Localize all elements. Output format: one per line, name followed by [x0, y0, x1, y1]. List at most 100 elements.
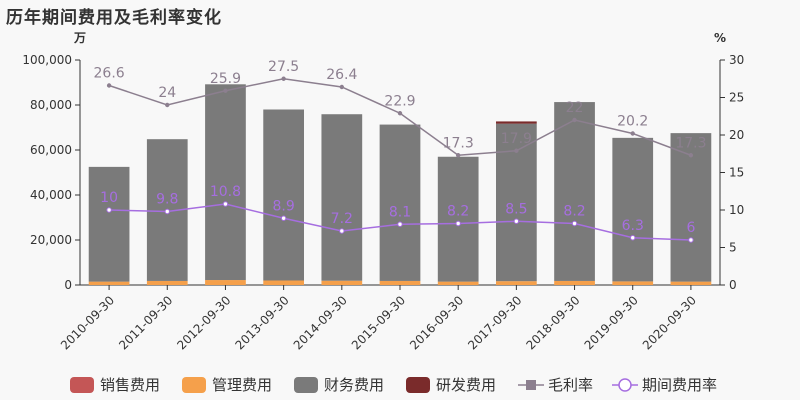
bar-segment — [263, 109, 304, 281]
y-left-tick-label: 60,000 — [30, 143, 72, 157]
legend-swatch — [70, 377, 94, 393]
expense-ratio-point — [455, 220, 461, 227]
gross-margin-label: 22.9 — [384, 93, 415, 109]
expense-ratio-point — [164, 208, 170, 215]
gross-margin-label: 26.6 — [94, 66, 125, 82]
x-tick-label: 2012-09-30 — [174, 293, 233, 352]
expense-ratio-label: 8.1 — [389, 204, 411, 220]
bar-segment — [205, 84, 246, 281]
bar-segment — [612, 281, 654, 285]
y-right-tick-label: 5 — [729, 241, 737, 255]
legend-label: 销售费用 — [100, 376, 160, 394]
bar-segment — [437, 281, 479, 285]
gross-margin-point — [106, 83, 112, 88]
expense-ratio-label: 8.9 — [273, 198, 295, 214]
expense-ratio-label: 6 — [686, 220, 695, 236]
legend-swatch — [182, 377, 206, 393]
expense-ratio-point — [397, 221, 403, 227]
gross-margin-point — [165, 102, 170, 108]
y-right-tick-label: 30 — [729, 53, 744, 67]
expense-ratio-label: 10 — [100, 190, 118, 206]
legend-swatch — [294, 377, 318, 393]
gross-margin-label: 17.9 — [501, 131, 532, 147]
gross-margin-point — [397, 111, 403, 116]
bar-segment — [146, 280, 188, 285]
expense-ratio-point — [222, 201, 229, 207]
expense-ratio-label: 8.5 — [505, 201, 527, 217]
gross-margin-point — [223, 88, 228, 93]
y-right-tick-label: 10 — [729, 203, 744, 217]
bar-segment — [670, 281, 712, 285]
y-right-tick-label: 0 — [729, 278, 737, 292]
expense-ratio-point — [688, 237, 694, 243]
gross-margin-label: 17.3 — [675, 135, 706, 151]
expense-ratio-label: 8.2 — [447, 204, 469, 220]
bar-segment — [321, 114, 363, 281]
x-tick-label: 2015-09-30 — [349, 293, 408, 352]
y-right-tick-label: 20 — [729, 128, 744, 142]
gross-margin-label: 26.4 — [326, 67, 357, 83]
expense-ratio-label: 6.3 — [622, 218, 644, 234]
y-left-tick-label: 100,000 — [22, 53, 72, 67]
legend-marker — [526, 380, 536, 390]
gross-margin-point — [339, 84, 345, 90]
y-left-tick-label: 20,000 — [30, 233, 72, 247]
y-left-tick-label: 80,000 — [30, 98, 72, 112]
gross-margin-label: 25.9 — [210, 71, 241, 87]
expense-ratio-label: 8.2 — [563, 204, 585, 220]
expense-ratio-label: 10.8 — [210, 184, 241, 200]
expense-ratio-point — [339, 228, 345, 234]
expense-ratio-point — [571, 220, 578, 227]
bar-segment — [612, 137, 654, 282]
y-left-tick-label: 0 — [64, 278, 72, 292]
gross-margin-label: 22 — [566, 100, 584, 116]
bar-segment — [437, 156, 479, 282]
bar-segment — [554, 280, 595, 285]
x-tick-label: 2020-09-30 — [640, 293, 699, 352]
bar-segment — [554, 102, 595, 281]
expense-ratio-point — [280, 215, 287, 221]
gross-margin-point — [630, 131, 635, 136]
legend-label: 期间费用率 — [642, 376, 717, 394]
y-left-unit: 万 — [73, 31, 86, 45]
bar-segment — [88, 166, 130, 282]
chart-title: 历年期间费用及毛利率变化 — [6, 8, 222, 28]
legend-label: 管理费用 — [212, 376, 272, 394]
gross-margin-point — [688, 153, 694, 158]
bar-segment — [88, 281, 130, 285]
legend-label: 研发费用 — [436, 376, 496, 394]
y-left-tick-label: 40,000 — [30, 188, 72, 202]
bar-segment — [670, 133, 712, 282]
gross-margin-label: 27.5 — [268, 59, 299, 75]
gross-margin-label: 17.3 — [443, 135, 474, 151]
expense-ratio-label: 7.2 — [331, 211, 353, 227]
bar-segment — [263, 280, 304, 285]
y-right-tick-label: 25 — [729, 91, 744, 105]
x-tick-label: 2014-09-30 — [291, 293, 350, 352]
gross-margin-point — [572, 117, 577, 123]
legend-label: 毛利率 — [548, 376, 593, 394]
x-tick-label: 2019-09-30 — [582, 293, 641, 352]
y-right-tick-label: 15 — [729, 166, 744, 180]
y-right-unit: % — [714, 31, 726, 45]
gross-margin-label: 24 — [158, 85, 176, 101]
bar-segment — [205, 280, 246, 285]
expense-ratio-label: 9.8 — [156, 192, 178, 208]
bar-segment — [379, 280, 421, 285]
x-tick-label: 2016-09-30 — [407, 293, 466, 352]
gross-margin-point — [281, 76, 286, 81]
expense-ratio-point — [513, 218, 520, 224]
legend-marker — [618, 378, 632, 392]
x-tick-label: 2018-09-30 — [523, 293, 582, 352]
gross-margin-point — [514, 148, 519, 153]
gross-margin-label: 20.2 — [617, 114, 648, 130]
x-tick-label: 2017-09-30 — [465, 293, 524, 352]
gross-margin-point — [455, 153, 461, 158]
bar-segment — [379, 124, 421, 281]
expense-ratio-point — [630, 235, 636, 241]
expense-ratio-point — [106, 207, 112, 213]
bar-segment — [321, 280, 363, 285]
bar-segment — [496, 121, 537, 124]
legend-label: 财务费用 — [324, 376, 384, 394]
